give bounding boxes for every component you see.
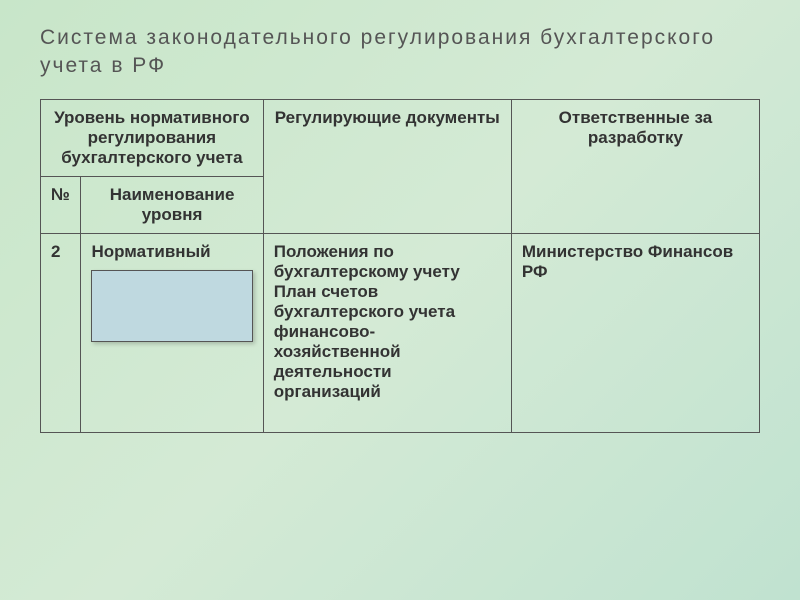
header-resp: Ответственные за разработку (511, 99, 759, 233)
inner-box (91, 270, 252, 342)
header-level-group: Уровень нормативного регулирования бухга… (41, 99, 264, 176)
cell-docs: Положения по бухгалтерскому учету План с… (263, 233, 511, 432)
cell-num: 2 (41, 233, 81, 432)
header-num: № (41, 176, 81, 233)
regulation-table: Уровень нормативного регулирования бухга… (40, 99, 760, 433)
header-docs: Регулирующие документы (263, 99, 511, 233)
cell-resp: Министерство Финансов РФ (511, 233, 759, 432)
cell-name: Нормативный (81, 233, 263, 432)
page-title: Система законодательного регулирования б… (40, 24, 760, 81)
cell-name-text: Нормативный (91, 242, 210, 261)
header-name: Наименование уровня (81, 176, 263, 233)
